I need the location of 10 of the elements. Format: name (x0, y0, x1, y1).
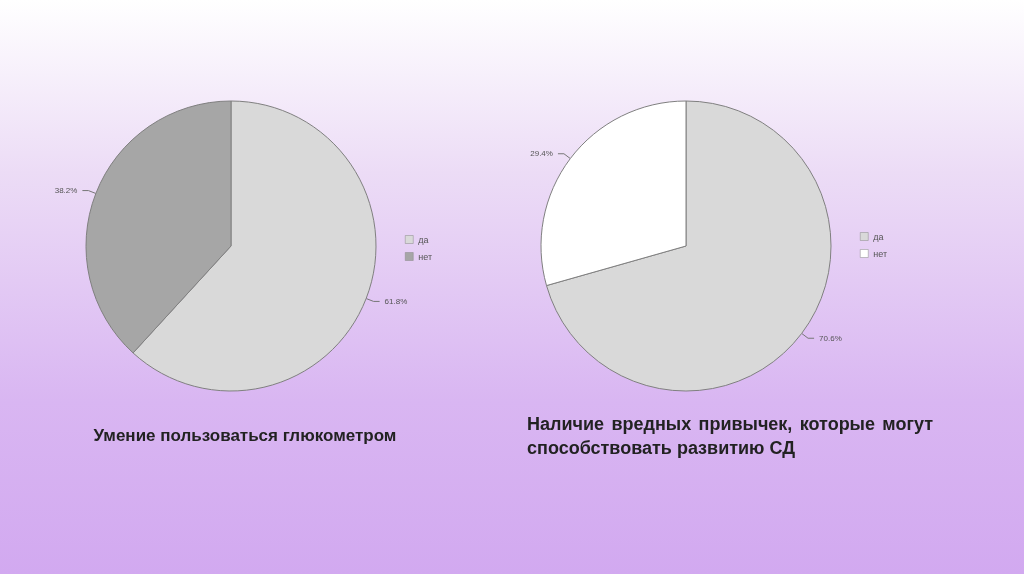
legend-label: да (873, 231, 884, 242)
data-label: 61.8% (384, 296, 408, 306)
text: Наличие вредных привычек, которые могут способствовать развитию СД (527, 413, 933, 460)
text: Умение пользоваться глюкометром (92, 425, 398, 447)
data-label: 29.4% (530, 149, 553, 159)
data-label: 38.2% (54, 186, 78, 196)
data-label: 70.6% (819, 333, 842, 343)
legend-label: нет (418, 251, 433, 262)
legend-label: да (418, 234, 429, 245)
legend-label: нет (873, 248, 888, 259)
